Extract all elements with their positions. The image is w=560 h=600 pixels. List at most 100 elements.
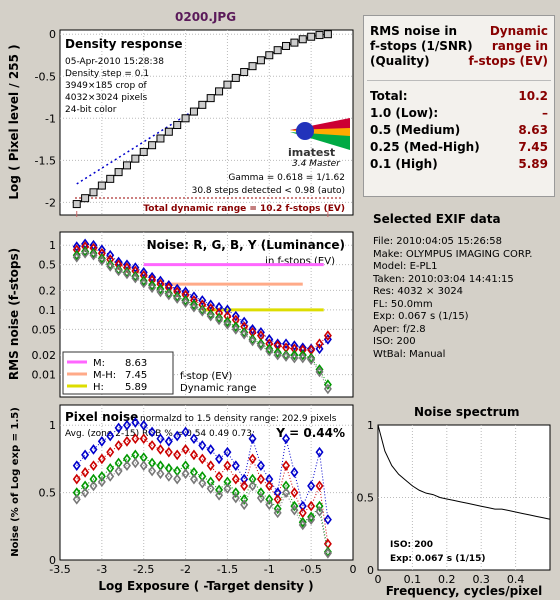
series-point — [215, 453, 224, 465]
legend-label: M-H: — [93, 370, 116, 381]
x-tick-label: -1 — [264, 563, 275, 576]
series-point — [231, 492, 240, 504]
noise-subtitle: in f-stops (EV) — [265, 256, 335, 267]
exif-line: ISO: 200 — [373, 336, 416, 347]
series-point — [273, 503, 282, 515]
series-point — [114, 440, 123, 451]
series-point — [106, 430, 115, 442]
series-point — [290, 467, 299, 478]
exif-line: Aper: f/2.8 — [373, 323, 426, 335]
series-point — [248, 324, 257, 335]
density-point — [173, 121, 182, 130]
exif-line: Exp: 0.067 s (1/15) — [373, 311, 469, 322]
x-tick-label: 0.4 — [507, 573, 524, 586]
series-point — [265, 334, 274, 345]
density-point — [256, 56, 265, 65]
series-point — [315, 338, 324, 350]
row-value: 8.63 — [518, 123, 548, 137]
series-point — [256, 473, 265, 485]
series-point — [122, 460, 131, 471]
series-point — [282, 351, 291, 362]
series-point — [206, 309, 215, 320]
legend-value: 8.63 — [125, 358, 147, 369]
series-point — [315, 343, 324, 355]
series-point — [81, 247, 90, 259]
density-ylabel: Log ( Pixel level / 255 ) — [7, 44, 21, 199]
density-point — [106, 174, 115, 183]
pixel-noise-y-value: Y = 0.44% — [275, 426, 345, 440]
series-point — [148, 465, 157, 477]
series-point — [81, 449, 90, 461]
density-point — [323, 30, 332, 39]
series-point — [81, 487, 90, 498]
spectrum-exp: Exp: 0.067 s (1/15) — [390, 554, 486, 564]
series-point — [164, 289, 173, 301]
x-tick-label: -1.5 — [217, 563, 238, 576]
series-point — [240, 326, 249, 338]
series-point — [298, 507, 307, 519]
logo-text: imatest — [288, 146, 335, 159]
pixel-noise-info-1: normalzd to 1.5 density range: 202.9 pix… — [140, 414, 337, 424]
row-label: Total: — [370, 89, 408, 103]
series-point — [89, 444, 98, 455]
density-point — [248, 62, 257, 71]
x-tick-label: 0.1 — [404, 573, 422, 586]
series-point — [315, 500, 324, 512]
table-row: 0.25 (Med-High) 7.45 — [370, 139, 548, 156]
series-point — [307, 354, 316, 365]
series-point — [290, 340, 299, 351]
series-point — [315, 480, 324, 492]
logo-sphere — [296, 122, 314, 140]
series-point — [223, 446, 232, 458]
series-point — [181, 297, 190, 308]
dr-header-line-2: range in — [491, 39, 548, 53]
density-grid — [60, 30, 353, 215]
series-point — [198, 299, 207, 311]
series-point — [72, 460, 81, 471]
series-line — [76, 454, 329, 553]
x-tick-label: -2 — [180, 563, 191, 576]
table-row: 0.1 (High) 5.89 — [370, 156, 548, 173]
series-point — [198, 477, 207, 489]
density-point — [231, 73, 240, 82]
x-tick-label: -2.5 — [133, 563, 154, 576]
series-point — [256, 492, 265, 504]
series-point — [106, 446, 115, 458]
series-point — [97, 476, 106, 488]
series-point — [273, 347, 282, 358]
exif-line: Model: E-PL1 — [373, 261, 438, 272]
summary-table: RMS noise in f-stops (1/SNR) (Quality) D… — [363, 15, 555, 197]
steps-text: 30.8 steps detected < 0.98 (auto) — [192, 186, 345, 196]
threshold-lines — [143, 263, 324, 312]
exif-list: File: 2010:04:05 15:26:58 Make: OLYMPUS … — [373, 236, 532, 361]
series-point — [164, 446, 173, 458]
series-point — [223, 460, 232, 471]
series-point — [248, 335, 257, 347]
series-point — [189, 301, 198, 313]
density-point — [156, 134, 165, 143]
series-point — [282, 487, 291, 498]
density-point — [189, 107, 198, 116]
series-point — [81, 246, 90, 257]
series-point — [89, 460, 98, 471]
series-point — [122, 419, 131, 431]
series-point — [298, 352, 307, 364]
window-title: 0200.JPG — [175, 10, 237, 24]
density-point — [206, 94, 215, 103]
y-tick-label: 0 — [49, 28, 56, 41]
series-point — [240, 499, 249, 511]
y-tick-label: 0.5 — [357, 492, 375, 505]
dr-header: Dynamic range in f-stops (EV) — [469, 24, 548, 69]
series-point — [181, 426, 190, 438]
pixel-noise-grid — [60, 405, 353, 560]
series-point — [307, 500, 316, 512]
series-point — [307, 480, 316, 492]
series-point — [265, 499, 274, 511]
noise-ylabel: RMS noise (f-stops) — [7, 248, 21, 380]
series-point — [72, 473, 81, 485]
series-point — [307, 352, 316, 364]
density-point — [273, 46, 282, 55]
y-tick-label: 0.02 — [32, 349, 57, 362]
series-point — [223, 483, 232, 494]
logo-sub: 3.4 Master — [292, 159, 341, 169]
